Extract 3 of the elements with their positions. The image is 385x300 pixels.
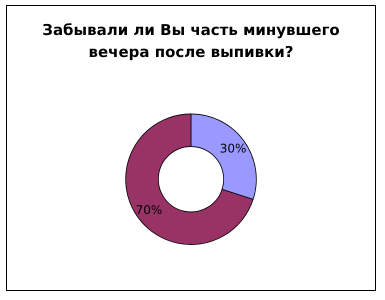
chart-title: Забывали ли Вы часть минувшего вечера после выпивки? [42,21,340,61]
data-label: 70% [136,202,162,217]
data-label: 30% [220,142,246,156]
